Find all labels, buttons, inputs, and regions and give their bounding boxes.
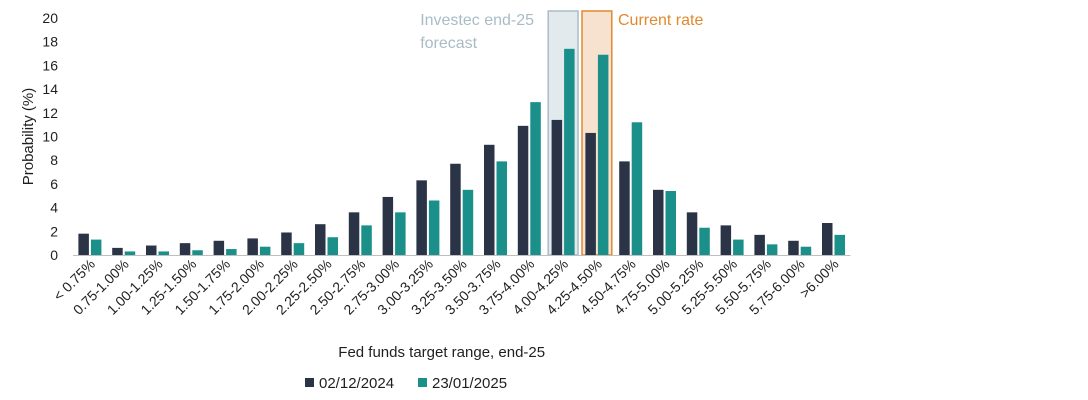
legend-swatch-1 [305,378,314,387]
bar-jan2025-10 [428,200,440,255]
bars-group [78,48,845,256]
y-tick-label: 2 [50,223,58,239]
bar-jan2025-1 [124,251,136,255]
bar-dec2024-13 [517,125,529,256]
bar-jan2025-2 [158,251,169,255]
x-axis-tick-labels: < 0.75%0.75-1.00%1.00-1.25%1.25-1.50%1.5… [50,256,842,318]
y-tick-label: 4 [50,200,58,216]
x-axis-title: Fed funds target range, end-25 [338,344,545,361]
bar-jan2025-7 [327,237,338,255]
bar-dec2024-7 [315,224,326,255]
bar-jan2025-14 [564,48,575,256]
annotations: Investec end-25 forecast Current rate [420,12,703,52]
bar-jan2025-18 [699,227,710,255]
bar-jan2025-15 [597,54,609,255]
bar-dec2024-2 [146,245,157,255]
bar-dec2024-11 [450,163,461,255]
bar-jan2025-3 [192,250,203,255]
bar-jan2025-4 [226,249,237,255]
y-tick-label: 14 [42,81,58,97]
legend-swatch-2 [418,378,427,387]
annotation-text-2: Current rate [618,12,703,29]
legend-label-1: 02/12/2024 [319,375,394,392]
bar-jan2025-19 [733,239,744,255]
bar-dec2024-12 [484,144,495,255]
bar-dec2024-22 [822,223,833,255]
y-tick-label: 20 [42,10,58,26]
annotation-text-1: Investec end-25 [420,12,534,29]
bar-dec2024-20 [754,234,765,255]
bar-jan2025-20 [766,244,778,255]
y-tick-label: 6 [50,176,58,192]
bar-dec2024-4 [213,240,225,255]
bar-jan2025-17 [665,191,676,255]
y-axis: 0 2 4 6 8 10 12 14 16 18 20 [42,10,58,263]
y-tick-label: 18 [42,34,58,50]
bar-dec2024-18 [686,212,698,255]
legend-label-2: 23/01/2025 [432,375,507,392]
bar-dec2024-9 [382,196,394,255]
y-tick-label: 16 [42,57,58,73]
bar-jan2025-9 [395,212,406,255]
y-tick-label: 0 [50,247,58,263]
bar-jan2025-22 [834,234,845,255]
bar-jan2025-16 [631,122,643,255]
y-tick-label: 10 [42,129,58,145]
bar-dec2024-16 [619,161,630,255]
legend: 02/12/2024 23/01/2025 [305,375,507,392]
y-tick-label: 12 [42,105,58,121]
bar-jan2025-5 [259,246,271,255]
bar-jan2025-11 [462,189,474,255]
bar-dec2024-8 [348,212,360,255]
annotation-text-1: forecast [420,35,477,52]
bar-dec2024-3 [179,243,191,255]
bar-jan2025-0 [90,239,102,255]
bar-dec2024-17 [653,189,664,255]
bar-jan2025-21 [800,246,812,255]
bar-dec2024-19 [720,225,732,255]
bar-dec2024-15 [585,132,596,255]
bar-dec2024-5 [247,238,258,255]
bar-dec2024-14 [551,119,563,255]
bar-dec2024-1 [112,247,123,255]
bar-jan2025-8 [361,225,372,255]
bar-jan2025-12 [496,161,507,255]
bar-jan2025-6 [293,243,305,255]
bar-dec2024-10 [416,180,427,255]
y-axis-title: Probability (%) [20,88,37,186]
bar-dec2024-0 [78,233,89,255]
bar-dec2024-21 [788,240,799,255]
y-tick-label: 8 [50,152,58,168]
bar-jan2025-13 [530,102,541,255]
bar-dec2024-6 [281,232,292,255]
